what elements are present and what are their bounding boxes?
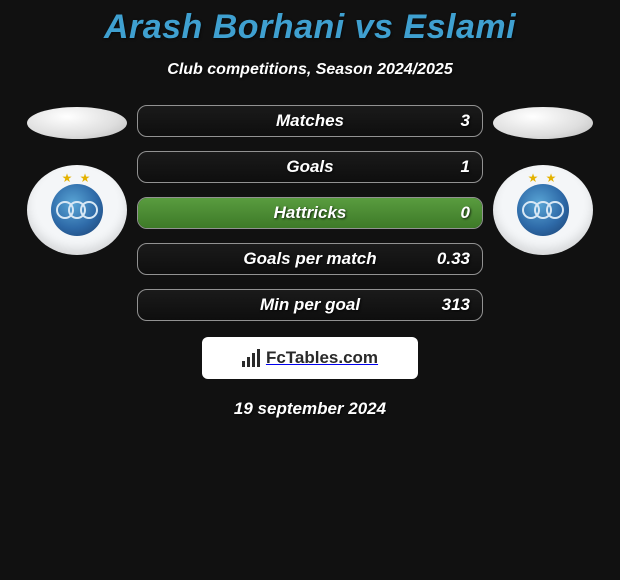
generation-date: 19 september 2024 xyxy=(0,399,620,419)
stat-row-matches: Matches 3 xyxy=(137,105,483,137)
stat-label: Goals per match xyxy=(243,249,376,269)
stat-right-value: 313 xyxy=(442,295,470,315)
stat-row-gpm: Goals per match 0.33 xyxy=(137,243,483,275)
stat-row-hattricks: Hattricks 0 xyxy=(137,197,483,229)
brand-text: FcTables.com xyxy=(266,348,378,368)
stat-row-goals: Goals 1 xyxy=(137,151,483,183)
club-rings-icon xyxy=(517,184,569,236)
club-stars-icon: ★ ★ xyxy=(62,171,93,185)
brand-link[interactable]: FcTables.com xyxy=(202,337,418,379)
stat-row-mpg: Min per goal 313 xyxy=(137,289,483,321)
player-right-column: ★ ★ xyxy=(483,103,603,255)
player-head-placeholder xyxy=(27,107,127,139)
player-left-column: ★ ★ xyxy=(17,103,137,255)
stat-right-value: 3 xyxy=(461,111,470,131)
page-title: Arash Borhani vs Eslami xyxy=(0,8,620,47)
comparison-card: Arash Borhani vs Eslami Club competition… xyxy=(0,0,620,419)
subtitle: Club competitions, Season 2024/2025 xyxy=(0,61,620,79)
stat-label: Min per goal xyxy=(260,295,360,315)
stats-bars: Matches 3 Goals 1 Hattricks 0 Goals per … xyxy=(137,103,483,321)
stat-label: Goals xyxy=(286,157,333,177)
club-badge-left: ★ ★ xyxy=(27,165,127,255)
stat-right-value: 1 xyxy=(461,157,470,177)
bar-chart-icon xyxy=(242,349,260,367)
stat-label: Matches xyxy=(276,111,344,131)
player-head-placeholder xyxy=(493,107,593,139)
stat-label: Hattricks xyxy=(274,203,347,223)
club-badge-right: ★ ★ xyxy=(493,165,593,255)
stat-right-value: 0 xyxy=(461,203,470,223)
body-row: ★ ★ Matches 3 Goals 1 xyxy=(0,103,620,321)
stat-right-value: 0.33 xyxy=(437,249,470,269)
club-stars-icon: ★ ★ xyxy=(528,171,559,185)
club-rings-icon xyxy=(51,184,103,236)
